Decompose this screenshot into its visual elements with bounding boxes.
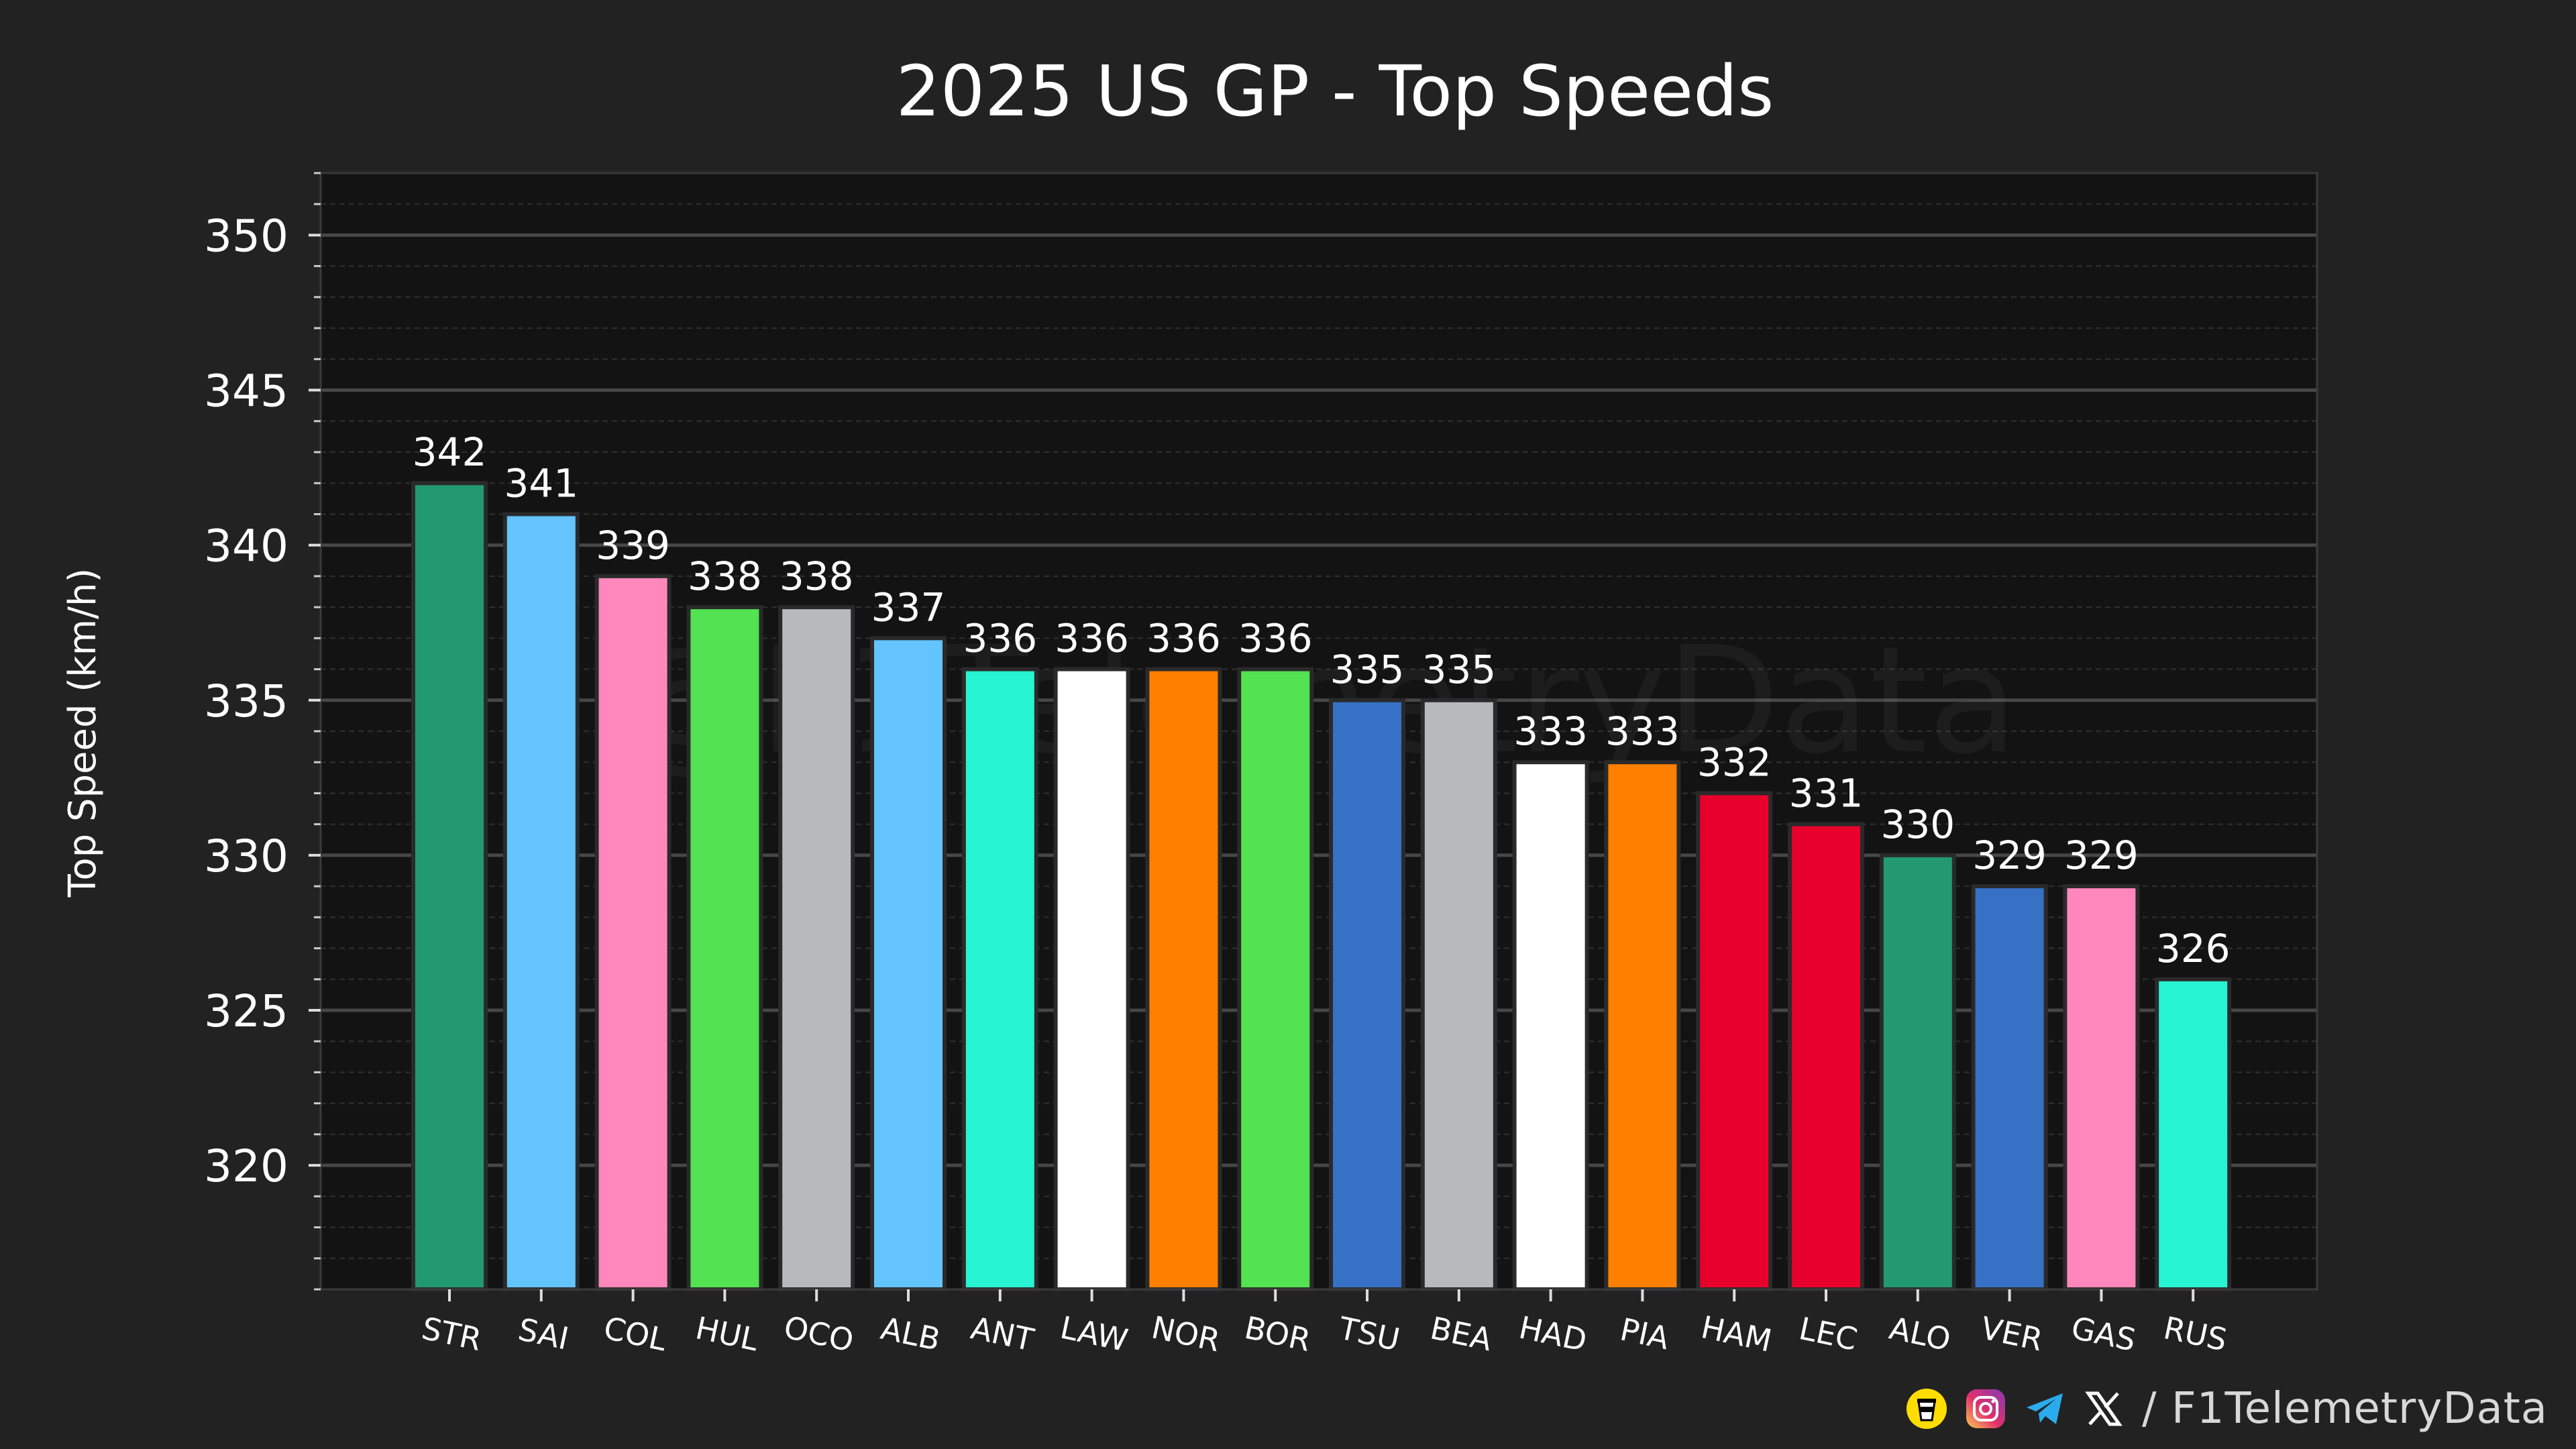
value-label-ant: 336 <box>963 616 1037 661</box>
value-label-rus: 326 <box>2156 926 2231 971</box>
value-label-nor: 336 <box>1146 616 1221 661</box>
instagram-icon[interactable] <box>1965 1388 2006 1430</box>
y-tick-label: 330 <box>204 830 288 882</box>
bars <box>411 481 2232 1292</box>
bar-lec <box>1788 822 1864 1291</box>
x-icon[interactable] <box>2083 1388 2125 1430</box>
value-label-ver: 329 <box>1972 833 2047 878</box>
bar-gas <box>2063 884 2140 1291</box>
buy-me-a-coffee-icon[interactable] <box>1906 1388 1947 1430</box>
value-label-pia: 333 <box>1605 708 1680 754</box>
bar-hul <box>686 605 763 1291</box>
bar-str <box>411 481 488 1292</box>
bar-rus <box>2155 977 2232 1292</box>
value-label-ham: 332 <box>1697 739 1772 785</box>
value-labels: 342 341 339 338 338 337 336 336 336 336 335 335 333 3… <box>413 429 2231 971</box>
bar-alb <box>870 636 947 1291</box>
y-axis-title: Top Speed (km/h) <box>61 568 105 898</box>
value-label-law: 336 <box>1055 616 1129 661</box>
bar-oco <box>778 605 855 1291</box>
x-ticks: STR SAI COL HUL OCO ALB ANT LAW NOR BOR TSU BEA HAD P… <box>419 1289 2231 1359</box>
bar-had <box>1512 760 1589 1291</box>
y-tick-label: 345 <box>204 366 288 417</box>
footer: / F1TelemetryData <box>1906 1375 2548 1442</box>
value-label-str: 342 <box>413 429 487 475</box>
chart-title: 2025 US GP - Top Speeds <box>896 50 1774 132</box>
value-label-sai: 341 <box>504 460 578 506</box>
bar-ham <box>1696 791 1773 1291</box>
y-tick-label: 325 <box>204 985 288 1037</box>
bar-pia <box>1604 760 1681 1291</box>
bar-bor <box>1237 667 1314 1291</box>
y-tick-label: 340 <box>204 521 288 572</box>
value-label-oco: 338 <box>780 553 854 599</box>
value-label-bea: 335 <box>1421 647 1496 692</box>
telegram-icon[interactable] <box>2024 1388 2065 1430</box>
y-tick-label: 320 <box>204 1140 288 1192</box>
value-label-alb: 337 <box>871 584 946 630</box>
bar-nor <box>1145 667 1222 1291</box>
y-ticks: 320 325 330 335 340 345 350 <box>204 172 321 1291</box>
bar-col <box>594 574 672 1291</box>
value-label-lec: 331 <box>1789 771 1864 816</box>
footer-handle[interactable]: / F1TelemetryData <box>2142 1384 2548 1434</box>
value-label-had: 333 <box>1513 708 1588 754</box>
bar-tsu <box>1329 698 1405 1292</box>
value-label-tsu: 335 <box>1330 647 1405 692</box>
value-label-col: 339 <box>596 523 670 568</box>
y-tick-label: 350 <box>204 210 288 262</box>
value-label-hul: 338 <box>688 553 762 599</box>
bar-ver <box>1971 884 2048 1291</box>
bar-ant <box>961 667 1038 1291</box>
bar-alo <box>1879 853 1956 1291</box>
bar-bea <box>1420 698 1497 1292</box>
bar-sai <box>502 512 580 1291</box>
value-label-bor: 336 <box>1238 616 1313 661</box>
bar-law <box>1053 667 1130 1291</box>
value-label-alo: 330 <box>1880 802 1955 847</box>
value-label-gas: 329 <box>2064 833 2139 878</box>
y-tick-label: 335 <box>204 676 288 727</box>
